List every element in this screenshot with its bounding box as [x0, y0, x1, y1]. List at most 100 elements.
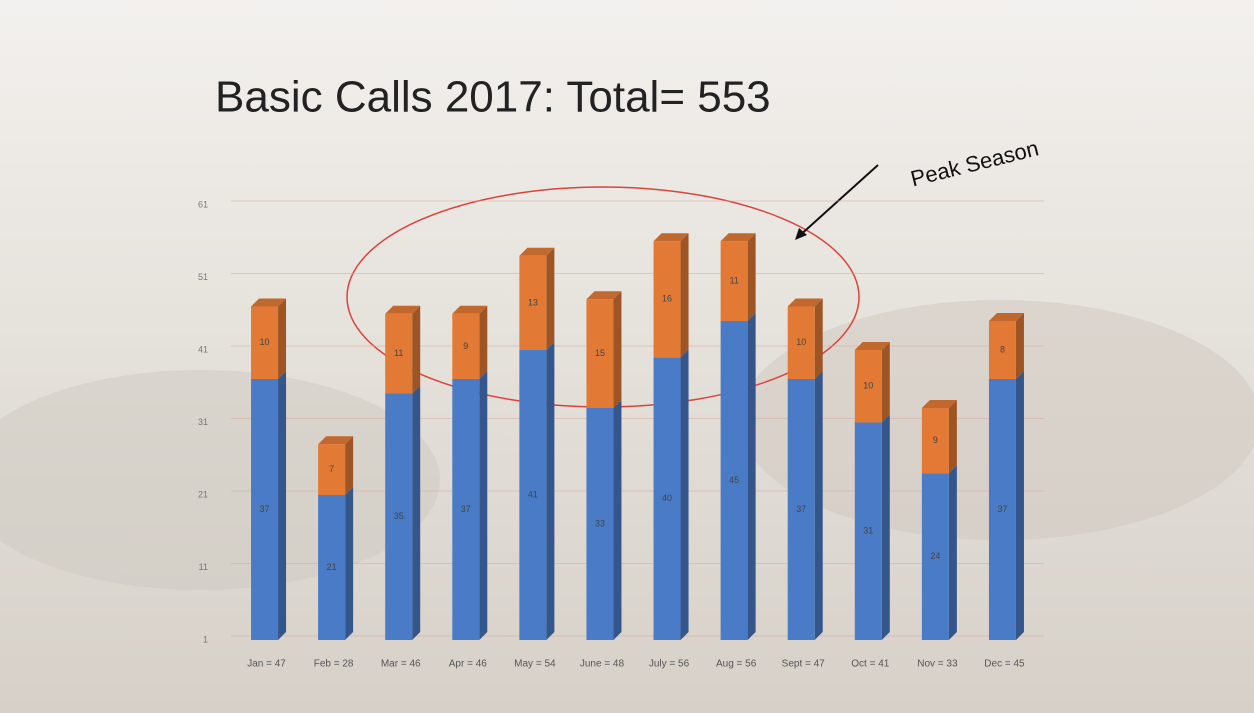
bar-side [747, 233, 756, 321]
value-label: 10 [260, 337, 270, 347]
bar-side [948, 400, 957, 474]
bar-segment [921, 473, 949, 640]
value-label: 11 [729, 276, 738, 286]
bar-segment [988, 379, 1016, 640]
value-label: 11 [394, 348, 403, 358]
x-tick-label: July = 56 [649, 659, 690, 670]
bar-top [720, 233, 756, 242]
x-tick-label: Jan = 47 [247, 659, 286, 670]
bar-segment [318, 444, 346, 495]
value-label: 15 [595, 348, 605, 358]
bar-side [613, 291, 622, 408]
bar-side [613, 400, 622, 640]
bar-segment [586, 299, 614, 408]
bar-segment [385, 313, 413, 394]
bar-top [251, 298, 287, 307]
bar-top [787, 298, 823, 307]
bar-top [653, 233, 689, 242]
x-tick-label: Apr = 46 [449, 659, 488, 670]
value-label: 37 [260, 504, 270, 514]
value-label: 9 [933, 435, 938, 445]
x-tick-label: Dec = 45 [984, 659, 1025, 670]
x-tick-label: Nov = 33 [917, 659, 958, 670]
x-tick-label: Mar = 46 [381, 659, 421, 670]
bar-side [479, 305, 488, 379]
x-tick-label: June = 48 [580, 659, 625, 670]
bar-side [814, 298, 823, 379]
bar-side [680, 349, 689, 640]
value-label: 16 [662, 294, 672, 304]
bar-segment [720, 321, 748, 640]
bar-side [680, 233, 689, 358]
value-label: 41 [528, 489, 538, 499]
value-label: 7 [329, 464, 334, 474]
bar-segment [921, 408, 949, 474]
bar-segment [854, 422, 882, 640]
bar-side [881, 342, 890, 423]
value-label: 21 [327, 562, 337, 572]
bar-segment [854, 350, 882, 423]
bar-top [586, 291, 622, 300]
x-tick-label: Sept = 47 [782, 659, 826, 670]
bar-side [278, 298, 287, 379]
y-tick-label: 1 [203, 634, 208, 644]
bar-side [1015, 371, 1024, 640]
bar-side [747, 313, 756, 640]
bar-side [345, 436, 354, 495]
bar-side [345, 487, 354, 640]
bar-segment [251, 306, 279, 379]
value-label: 33 [595, 518, 605, 528]
value-label: 37 [796, 504, 806, 514]
bar-top [921, 400, 957, 408]
bar-top [519, 247, 555, 256]
value-label: 10 [863, 381, 873, 391]
y-tick-label: 61 [198, 199, 208, 209]
x-tick-label: Oct = 41 [851, 659, 890, 670]
arrow [796, 164, 879, 239]
bar-segment [720, 241, 748, 321]
bar-segment [586, 408, 614, 640]
bar-top [854, 342, 890, 350]
bar-top [385, 305, 421, 314]
arrow-head [795, 228, 807, 240]
bar-top [988, 313, 1024, 321]
bar-side [412, 305, 421, 394]
value-label: 8 [1000, 344, 1005, 354]
x-tick-label: Feb = 28 [314, 659, 354, 670]
value-label: 37 [997, 504, 1007, 514]
bar-segment [452, 313, 480, 379]
value-label: 10 [796, 337, 806, 347]
value-label: 13 [528, 297, 538, 307]
x-tick-label: Aug = 56 [716, 659, 757, 670]
bar-side [1015, 313, 1024, 379]
bar-segment [318, 495, 346, 640]
bar-segment [787, 379, 815, 640]
bar-segment [452, 379, 480, 640]
bar-side [948, 465, 957, 640]
bar-segment [251, 379, 279, 640]
value-label: 40 [662, 493, 672, 503]
y-tick-label: 41 [198, 344, 208, 354]
bar-segment [653, 241, 681, 358]
bar-top [452, 305, 488, 314]
value-label: 24 [930, 551, 940, 561]
bar-side [546, 247, 555, 350]
bar-top [318, 436, 354, 445]
value-label: 45 [729, 475, 739, 485]
value-label: 37 [461, 504, 471, 514]
bar-side [479, 371, 488, 640]
bar-side [881, 414, 890, 640]
bar-segment [988, 321, 1016, 379]
value-label: 9 [463, 341, 468, 351]
bar-segment [519, 255, 547, 350]
bar-segment [653, 357, 681, 640]
bar-side [278, 371, 287, 640]
y-tick-label: 21 [198, 489, 208, 499]
bar-side [546, 342, 555, 640]
value-label: 35 [394, 511, 404, 521]
bar-segment [385, 393, 413, 640]
y-tick-label: 51 [198, 272, 208, 282]
value-label: 31 [863, 526, 873, 536]
